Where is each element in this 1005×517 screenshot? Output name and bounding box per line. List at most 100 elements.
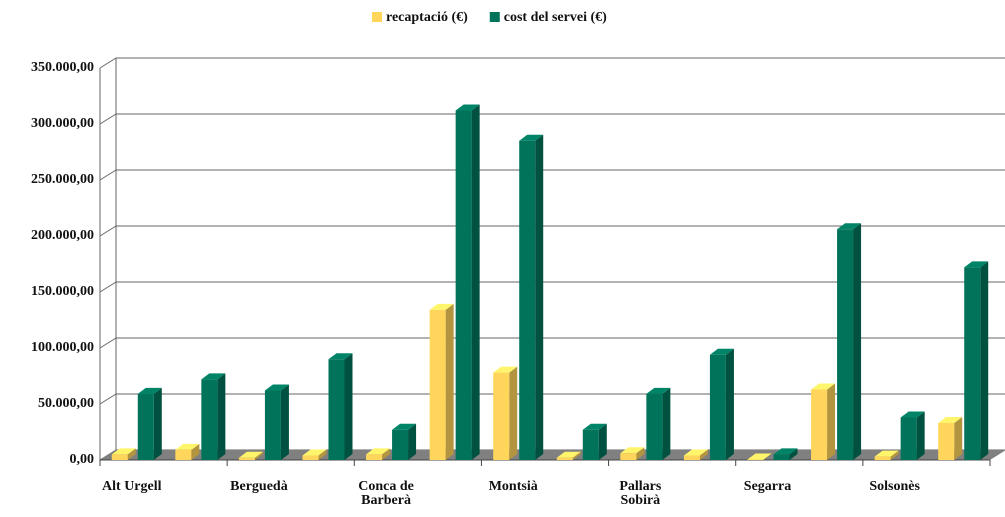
bar-front	[773, 454, 790, 460]
bar-side	[827, 383, 836, 460]
bar-top	[201, 373, 226, 380]
bar-side	[191, 443, 200, 460]
bar-front	[175, 449, 192, 460]
bar	[582, 423, 607, 460]
bar-side	[509, 366, 518, 460]
bar	[900, 411, 925, 460]
bar-top	[773, 448, 798, 455]
bar-front	[137, 393, 154, 460]
bar-top	[709, 348, 734, 355]
bar	[302, 449, 327, 460]
bar	[264, 384, 289, 460]
legend-swatch	[372, 12, 382, 22]
bar	[175, 443, 200, 460]
bar-front	[366, 454, 383, 460]
bar-front	[392, 429, 409, 460]
bar-side	[318, 449, 327, 460]
bar-side	[916, 411, 925, 460]
bar-side	[217, 373, 226, 460]
bar-front	[938, 423, 955, 460]
bar-top	[582, 423, 607, 430]
bar-top	[238, 451, 263, 458]
bar-top	[111, 448, 136, 455]
y-tick-label: 250.000,00	[31, 172, 94, 187]
bar-top	[392, 423, 417, 430]
grid-diag	[99, 225, 117, 237]
bar-top	[646, 387, 671, 394]
floor	[100, 450, 1005, 460]
bar-top	[302, 449, 327, 456]
grid-diag	[99, 169, 117, 181]
bar-front	[328, 359, 345, 460]
bar-front	[302, 455, 319, 460]
y-tick-label: 0,00	[70, 452, 95, 467]
y-tick-label: 350.000,00	[31, 60, 94, 75]
bar-side	[636, 447, 645, 460]
bar-side	[954, 417, 963, 460]
bar-front	[747, 459, 764, 460]
bar-side	[763, 453, 772, 460]
bar-top	[938, 417, 963, 424]
bar-front	[264, 390, 281, 460]
y-tick-label: 300.000,00	[31, 116, 94, 131]
bar	[938, 417, 963, 460]
bar	[747, 453, 772, 460]
legend-swatch	[489, 12, 500, 22]
bar-front	[582, 429, 599, 460]
bar-top	[837, 223, 862, 230]
bar-top	[900, 411, 925, 418]
y-tick-label: 150.000,00	[31, 284, 94, 299]
bar-side	[445, 303, 454, 460]
bar	[493, 366, 518, 460]
legend-label: cost del servei (€)	[504, 10, 607, 25]
bar-front	[111, 454, 128, 460]
bar	[683, 449, 708, 460]
legend-label: recaptació (€)	[386, 10, 468, 25]
bar-front	[811, 389, 828, 460]
grid-diag	[99, 281, 117, 293]
bar	[429, 303, 454, 460]
bar-top	[556, 451, 581, 458]
bar-top	[429, 303, 454, 310]
bar	[111, 448, 136, 460]
bar	[646, 387, 671, 460]
bar	[964, 261, 989, 460]
x-tick-label: Solsonès	[869, 479, 920, 494]
bar-top	[137, 387, 162, 394]
bar	[238, 451, 263, 460]
bar	[328, 353, 353, 460]
bar	[837, 223, 862, 460]
bar	[366, 448, 391, 460]
bar-front	[429, 309, 446, 460]
x-tick-label: Conca de Barberà	[358, 479, 414, 508]
bar-side	[980, 261, 989, 460]
bar	[874, 450, 899, 460]
bar-side	[572, 451, 581, 460]
bar-front	[620, 453, 637, 460]
bar-top	[328, 353, 353, 360]
bar-side	[127, 448, 136, 460]
bar	[709, 348, 734, 460]
bar-side	[382, 448, 391, 460]
x-tick-label: Pallars Sobirà	[619, 479, 662, 508]
bar-front	[709, 354, 726, 460]
bar-front	[683, 455, 700, 460]
bar-side	[471, 104, 480, 460]
bar-top	[811, 383, 836, 390]
bar-side	[408, 423, 417, 460]
bar	[556, 451, 581, 460]
bar-side	[662, 387, 671, 460]
x-tick-label: Montsià	[488, 479, 538, 494]
bar-top	[964, 261, 989, 268]
bar-front	[556, 457, 573, 460]
bar	[455, 104, 480, 460]
bar-top	[264, 384, 289, 391]
x-tick-label: Berguedà	[230, 479, 288, 494]
bar-top	[683, 449, 708, 456]
x-tick-label: Segarra	[743, 479, 792, 494]
bar-top	[747, 453, 772, 460]
bar-side	[280, 384, 289, 460]
y-tick-label: 100.000,00	[31, 340, 94, 355]
